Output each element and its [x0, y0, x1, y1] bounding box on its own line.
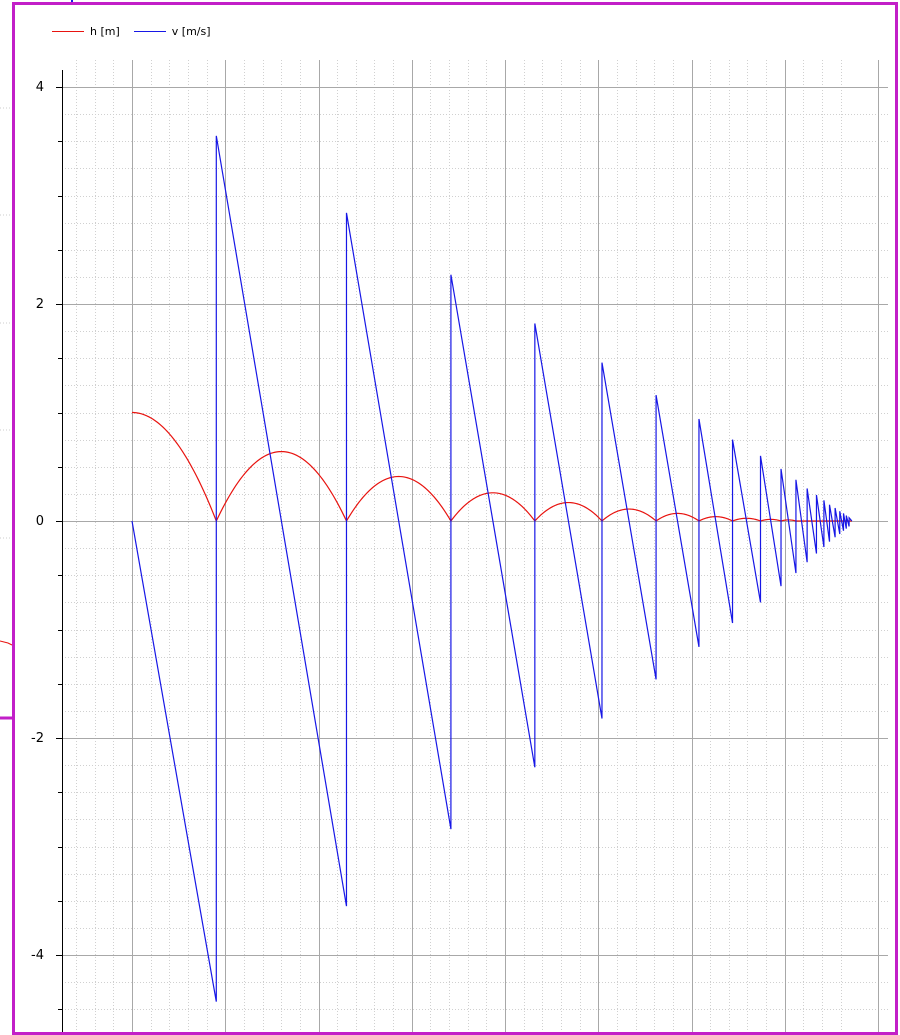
legend-item-h[interactable]: h [m]: [52, 25, 120, 38]
background-plot-fragment: [0, 640, 13, 646]
legend-swatch-h: [52, 30, 84, 32]
background-grid-left: [0, 107, 12, 539]
legend-label-v: v [m/s]: [171, 24, 211, 38]
plot-window[interactable]: [12, 2, 898, 1035]
legend-label-h: h [m]: [90, 24, 120, 38]
legend-swatch-v: [133, 30, 166, 32]
legend: h [m] v [m/s]: [52, 21, 211, 41]
legend-item-v[interactable]: v [m/s]: [133, 24, 211, 38]
